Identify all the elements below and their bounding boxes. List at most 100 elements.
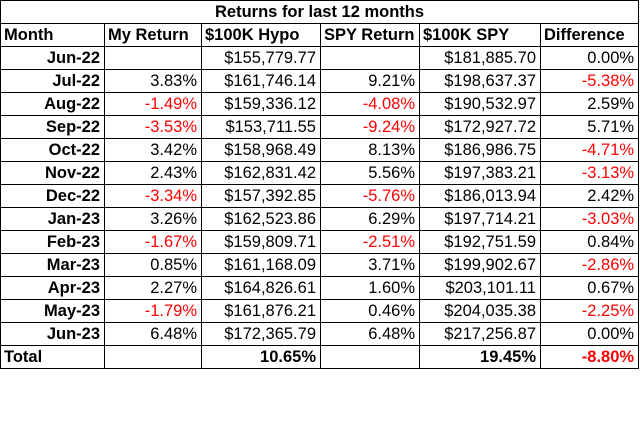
total-label[interactable]: Total: [0, 345, 105, 369]
cell-my-return[interactable]: -1.79%: [104, 299, 202, 323]
cell-spy-return[interactable]: [320, 46, 420, 70]
cell-difference[interactable]: 0.67%: [539, 276, 640, 300]
cell-spy-value[interactable]: $192,751.59: [419, 230, 541, 254]
cell-hypo[interactable]: $172,365.79: [201, 322, 321, 346]
cell-my-return[interactable]: 0.85%: [104, 253, 202, 277]
cell-spy-value[interactable]: $190,532.97: [419, 92, 541, 116]
total-empty-cell[interactable]: [104, 345, 202, 369]
cell-spy-return[interactable]: -5.76%: [320, 184, 420, 208]
cell-difference[interactable]: 0.00%: [539, 322, 640, 346]
cell-spy-value[interactable]: $198,637.37: [419, 69, 541, 93]
cell-spy-value[interactable]: $172,927.72: [419, 115, 541, 139]
cell-my-return[interactable]: 3.42%: [104, 138, 202, 162]
header-difference[interactable]: Difference: [539, 23, 640, 47]
header-hypo[interactable]: $100K Hypo: [201, 23, 321, 47]
cell-difference[interactable]: -3.13%: [539, 161, 640, 185]
cell-hypo[interactable]: $159,336.12: [201, 92, 321, 116]
title-row: Returns for last 12 months: [0, 0, 640, 24]
table-row: Jul-22 3.83% $161,746.14 9.21% $198,637.37 -5…: [0, 69, 640, 93]
cell-month[interactable]: Jun-23: [0, 322, 105, 346]
cell-month[interactable]: Feb-23: [0, 230, 105, 254]
cell-spy-return[interactable]: 6.29%: [320, 207, 420, 231]
cell-month[interactable]: Aug-22: [0, 92, 105, 116]
cell-spy-return[interactable]: -9.24%: [320, 115, 420, 139]
cell-month[interactable]: Jun-22: [0, 46, 105, 70]
header-spy-value[interactable]: $100K SPY: [419, 23, 541, 47]
cell-spy-value[interactable]: $186,013.94: [419, 184, 541, 208]
cell-spy-value[interactable]: $203,101.11: [419, 276, 541, 300]
cell-my-return[interactable]: -3.53%: [104, 115, 202, 139]
cell-my-return[interactable]: 3.26%: [104, 207, 202, 231]
cell-my-return[interactable]: [104, 46, 202, 70]
cell-spy-return[interactable]: 5.56%: [320, 161, 420, 185]
cell-difference[interactable]: -2.25%: [539, 299, 640, 323]
cell-spy-value[interactable]: $186,986.75: [419, 138, 541, 162]
cell-spy-return[interactable]: 6.48%: [320, 322, 420, 346]
total-my-return[interactable]: 10.65%: [201, 345, 321, 369]
header-row: Month My Return $100K Hypo SPY Return $1…: [0, 23, 640, 47]
cell-my-return[interactable]: 3.83%: [104, 69, 202, 93]
cell-spy-value[interactable]: $197,714.21: [419, 207, 541, 231]
cell-month[interactable]: Apr-23: [0, 276, 105, 300]
header-spy-return[interactable]: SPY Return: [320, 23, 420, 47]
table-row: Mar-23 0.85% $161,168.09 3.71% $199,902.67 -2…: [0, 253, 640, 277]
cell-difference[interactable]: 0.00%: [539, 46, 640, 70]
table-row: Apr-23 2.27% $164,826.61 1.60% $203,101.11 0.…: [0, 276, 640, 300]
cell-difference[interactable]: -3.03%: [539, 207, 640, 231]
header-month[interactable]: Month: [0, 23, 105, 47]
cell-spy-value[interactable]: $181,885.70: [419, 46, 541, 70]
cell-month[interactable]: Dec-22: [0, 184, 105, 208]
cell-hypo[interactable]: $164,826.61: [201, 276, 321, 300]
cell-spy-return[interactable]: -4.08%: [320, 92, 420, 116]
cell-difference[interactable]: 5.71%: [539, 115, 640, 139]
cell-month[interactable]: Jul-22: [0, 69, 105, 93]
cell-difference[interactable]: 2.42%: [539, 184, 640, 208]
cell-month[interactable]: Sep-22: [0, 115, 105, 139]
cell-hypo[interactable]: $162,523.86: [201, 207, 321, 231]
cell-hypo[interactable]: $162,831.42: [201, 161, 321, 185]
cell-difference[interactable]: -5.38%: [539, 69, 640, 93]
cell-my-return[interactable]: -1.49%: [104, 92, 202, 116]
cell-hypo[interactable]: $158,968.49: [201, 138, 321, 162]
cell-my-return[interactable]: 2.43%: [104, 161, 202, 185]
cell-month[interactable]: Nov-22: [0, 161, 105, 185]
cell-spy-value[interactable]: $197,383.21: [419, 161, 541, 185]
cell-spy-return[interactable]: 0.46%: [320, 299, 420, 323]
returns-table: Returns for last 12 months Month My Retu…: [0, 0, 640, 369]
cell-my-return[interactable]: 6.48%: [104, 322, 202, 346]
cell-month[interactable]: Jan-23: [0, 207, 105, 231]
table-row: Sep-22 -3.53% $153,711.55 -9.24% $172,927.72…: [0, 115, 640, 139]
cell-month[interactable]: Mar-23: [0, 253, 105, 277]
cell-spy-value[interactable]: $199,902.67: [419, 253, 541, 277]
cell-month[interactable]: Oct-22: [0, 138, 105, 162]
total-empty-cell[interactable]: [320, 345, 420, 369]
cell-spy-return[interactable]: 8.13%: [320, 138, 420, 162]
header-my-return[interactable]: My Return: [104, 23, 202, 47]
cell-spy-return[interactable]: -2.51%: [320, 230, 420, 254]
cell-difference[interactable]: 0.84%: [539, 230, 640, 254]
cell-difference[interactable]: -2.86%: [539, 253, 640, 277]
cell-hypo[interactable]: $157,392.85: [201, 184, 321, 208]
total-difference[interactable]: -8.80%: [539, 345, 640, 369]
cell-my-return[interactable]: -3.34%: [104, 184, 202, 208]
total-spy-return[interactable]: 19.45%: [419, 345, 541, 369]
cell-spy-value[interactable]: $217,256.87: [419, 322, 541, 346]
cell-spy-return[interactable]: 9.21%: [320, 69, 420, 93]
table-row: Jun-22 $155,779.77 $181,885.70 0.00%: [0, 46, 640, 70]
cell-spy-value[interactable]: $204,035.38: [419, 299, 541, 323]
cell-hypo[interactable]: $161,746.14: [201, 69, 321, 93]
cell-spy-return[interactable]: 1.60%: [320, 276, 420, 300]
cell-hypo[interactable]: $155,779.77: [201, 46, 321, 70]
cell-hypo[interactable]: $161,876.21: [201, 299, 321, 323]
cell-hypo[interactable]: $161,168.09: [201, 253, 321, 277]
cell-my-return[interactable]: 2.27%: [104, 276, 202, 300]
cell-spy-return[interactable]: 3.71%: [320, 253, 420, 277]
cell-hypo[interactable]: $153,711.55: [201, 115, 321, 139]
cell-month[interactable]: May-23: [0, 299, 105, 323]
table-title[interactable]: Returns for last 12 months: [0, 0, 640, 24]
cell-difference[interactable]: 2.59%: [539, 92, 640, 116]
cell-my-return[interactable]: -1.67%: [104, 230, 202, 254]
cell-difference[interactable]: -4.71%: [539, 138, 640, 162]
cell-hypo[interactable]: $159,809.71: [201, 230, 321, 254]
table-row: Dec-22 -3.34% $157,392.85 -5.76% $186,013.94…: [0, 184, 640, 208]
